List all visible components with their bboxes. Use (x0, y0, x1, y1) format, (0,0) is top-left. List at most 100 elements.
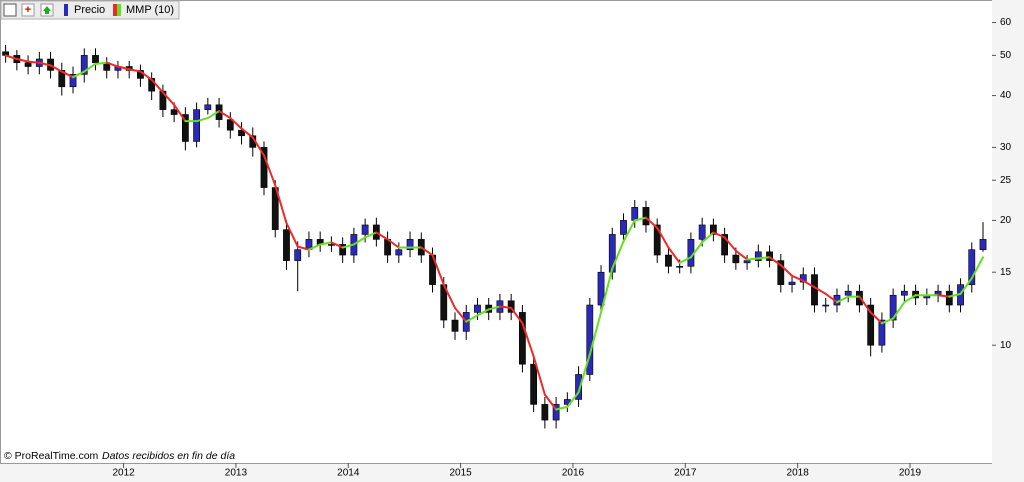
ma-segment (251, 136, 266, 157)
price-legend[interactable]: Precio (74, 4, 105, 16)
ma-segment (274, 184, 288, 225)
candle-body (530, 363, 538, 405)
candle-body (620, 220, 627, 235)
candle-body (788, 281, 796, 285)
ma-segment (701, 231, 715, 244)
candle-body (260, 147, 268, 188)
candle-body (867, 304, 875, 346)
ma-segment (49, 64, 63, 73)
ma-segment (779, 264, 794, 277)
ma-segment (903, 294, 917, 304)
candle-body (698, 224, 706, 240)
ma-segment (15, 58, 30, 63)
ma-segment (937, 294, 951, 298)
ma-segment (678, 256, 692, 264)
ma-segment (566, 391, 580, 408)
x-tick-label: 2018 (787, 468, 810, 479)
candle-body (811, 274, 818, 306)
ma-segment (319, 241, 333, 246)
ma-swatch-down (113, 4, 117, 16)
ma-segment (768, 256, 782, 267)
ma-segment (4, 54, 18, 61)
candle-body (204, 104, 212, 110)
candle-body (799, 274, 807, 283)
ma-segment (285, 222, 299, 248)
candle-body (361, 224, 369, 235)
candle-body (238, 129, 245, 137)
ma-segment (195, 117, 209, 123)
ma-swatch-up (117, 4, 121, 16)
ma-segment (555, 405, 569, 411)
ma-segment (689, 241, 704, 259)
y-tick-label: 20 (1000, 215, 1012, 226)
ma-segment (420, 246, 434, 257)
candle-body (889, 294, 897, 321)
ma-segment (83, 62, 97, 73)
ma-segment (746, 257, 760, 261)
candle-body (754, 251, 762, 261)
candle-body (80, 55, 88, 75)
candle-body (631, 207, 639, 221)
x-tick-label: 2017 (674, 468, 697, 479)
ma-segment (206, 110, 221, 120)
candle-body (676, 266, 684, 268)
ma-segment (802, 279, 816, 289)
y-tick-label: 10 (1000, 340, 1012, 351)
ma-segment (139, 70, 153, 81)
candle-body (339, 244, 347, 256)
ma-segment (813, 286, 827, 295)
x-tick-label: 2014 (337, 468, 360, 479)
ma-segment (105, 61, 119, 68)
ma-segment (38, 61, 52, 67)
candle-body (642, 207, 650, 226)
y-tick-label: 25 (1000, 175, 1012, 186)
candle-body (575, 374, 582, 400)
footer-source: © ProRealTime.com (4, 450, 99, 462)
candle-body (732, 254, 740, 264)
candle-body (844, 290, 852, 296)
ma-segment (577, 353, 591, 394)
ma-segment (757, 256, 771, 260)
ma-segment (173, 103, 187, 123)
ma-segment (622, 219, 636, 243)
candle-body (968, 249, 976, 285)
candle-body (597, 271, 605, 306)
window-button[interactable] (3, 3, 17, 17)
ma-segment (948, 292, 962, 298)
ma-segment (386, 238, 400, 249)
candle-body (766, 251, 773, 261)
ma-segment (128, 68, 142, 73)
remove-button[interactable] (21, 3, 35, 17)
candle-body (170, 109, 178, 115)
y-tick-label: 30 (1000, 142, 1012, 153)
ma-segment (712, 231, 726, 239)
candle-body (283, 229, 290, 261)
ma-segment (880, 317, 895, 325)
footer-note: Datos recibidos en fin de día (102, 450, 235, 462)
ma-segment (498, 305, 513, 309)
candle-body (945, 290, 953, 306)
ma-segment (307, 243, 322, 251)
ma-segment (824, 292, 838, 304)
ma-legend[interactable]: MMP (10) (126, 4, 174, 16)
candle-body (406, 239, 414, 250)
ma-segment (600, 267, 614, 314)
candle-body (24, 62, 32, 67)
candle-body (541, 404, 549, 421)
candle-body (552, 404, 560, 421)
ma-segment (892, 301, 906, 320)
ma-segment (352, 236, 367, 246)
ma-segment (633, 216, 647, 222)
toolbar: + Precio MMP (10) (0, 0, 180, 20)
candle-body (328, 244, 335, 246)
y-tick-label: 15 (1000, 267, 1012, 278)
candle-body (709, 224, 717, 235)
candle-body (148, 78, 156, 92)
price-swatch (64, 4, 68, 16)
ma-segment (791, 274, 805, 282)
x-axis-area (0, 464, 992, 482)
ma-segment (27, 60, 41, 64)
ma-segment (240, 127, 254, 139)
